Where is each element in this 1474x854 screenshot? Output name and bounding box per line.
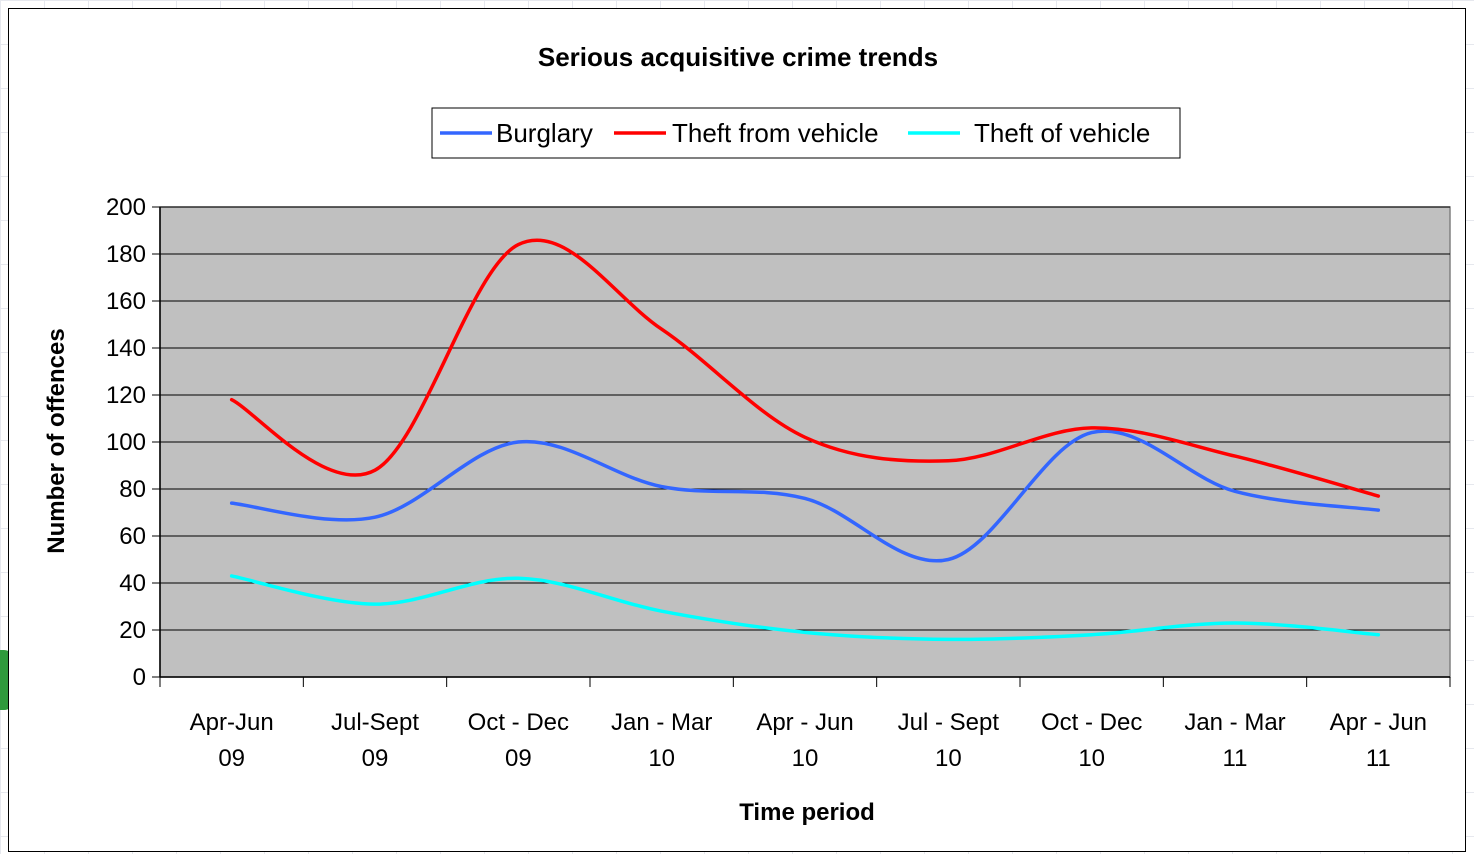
legend-label: Burglary: [496, 118, 593, 148]
series-line-theft-of-vehicle: [229, 574, 1381, 642]
axes: [152, 206, 1451, 687]
y-axis-label: Number of offences: [43, 328, 70, 553]
gridlines: [160, 206, 1450, 631]
y-tick-label: 180: [106, 241, 146, 268]
y-tick-label: 0: [133, 664, 146, 691]
y-tick-label: 160: [106, 288, 146, 315]
legend-label: Theft from vehicle: [672, 118, 879, 148]
y-tick-label: 140: [106, 335, 146, 362]
x-tick-label: Apr-Jun 09: [190, 709, 274, 772]
x-axis-tick-labels: Apr-Jun 09 Jul-Sept 09 Oct - Dec 09 Jan - Mar 1…: [190, 709, 1427, 772]
series-line-burglary: [229, 429, 1381, 563]
y-tick-label: 200: [106, 194, 146, 221]
y-tick-label: 60: [119, 523, 146, 550]
x-axis-label: Time period: [739, 799, 875, 826]
x-tick-label: Apr - Jun 11: [1330, 709, 1427, 772]
y-tick-label: 120: [106, 382, 146, 409]
y-tick-label: 40: [119, 570, 146, 597]
x-tick-label: Apr - Jun 10: [756, 709, 853, 772]
series-lines: [229, 238, 1381, 642]
chart-title: Serious acquisitive crime trends: [538, 42, 938, 72]
y-tick-label: 100: [106, 429, 146, 456]
x-tick-label: Oct - Dec 09: [468, 709, 569, 772]
y-axis-tick-labels: 0 20 40 60 80 100 120 140 160 180 200: [106, 194, 146, 691]
legend: Burglary Theft from vehicle Theft of vehic…: [431, 107, 1181, 159]
y-tick-label: 80: [119, 476, 146, 503]
x-tick-label: Oct - Dec 10: [1041, 709, 1142, 772]
legend-label: Theft of vehicle: [974, 118, 1150, 148]
y-tick-label: 20: [119, 617, 146, 644]
x-tick-label: Jul - Sept 10: [898, 709, 1000, 772]
x-tick-label: Jul-Sept 09: [331, 709, 419, 772]
x-tick-label: Jan - Mar 11: [1184, 709, 1285, 772]
series-line-theft-from-vehicle: [229, 238, 1381, 498]
x-tick-label: Jan - Mar 10: [611, 709, 712, 772]
legend-box: [431, 107, 1181, 159]
